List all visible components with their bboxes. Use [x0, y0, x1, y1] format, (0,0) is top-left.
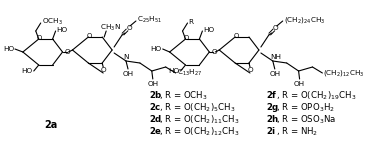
Text: 2b: 2b	[150, 92, 162, 101]
Text: OCH$_3$: OCH$_3$	[42, 17, 63, 27]
Text: OH: OH	[122, 71, 133, 77]
Text: O: O	[37, 35, 42, 41]
Text: , R = O(CH$_2$)$_5$CH$_3$: , R = O(CH$_2$)$_5$CH$_3$	[159, 102, 235, 114]
Text: C$_{25}$H$_{51}$: C$_{25}$H$_{51}$	[137, 15, 162, 25]
Text: O: O	[87, 33, 92, 39]
Text: 2a: 2a	[44, 120, 57, 130]
Text: 2g: 2g	[267, 104, 279, 113]
Text: 2f: 2f	[267, 92, 277, 101]
Text: O: O	[247, 67, 253, 73]
Text: HO: HO	[3, 46, 14, 52]
Text: HO: HO	[57, 27, 68, 33]
Text: HO: HO	[203, 27, 214, 33]
Text: O: O	[65, 49, 70, 55]
Text: , R = OCH$_3$: , R = OCH$_3$	[159, 90, 208, 102]
Text: HO: HO	[150, 46, 162, 52]
Text: O: O	[184, 35, 189, 41]
Text: O: O	[101, 67, 106, 73]
Text: (CH$_2$)$_{12}$CH$_3$: (CH$_2$)$_{12}$CH$_3$	[324, 68, 365, 78]
Text: OH: OH	[269, 71, 280, 77]
Text: , R = O(CH$_2$)$_{19}$CH$_3$: , R = O(CH$_2$)$_{19}$CH$_3$	[276, 90, 356, 102]
Text: , R = O(CH$_2$)$_{12}$CH$_3$: , R = O(CH$_2$)$_{12}$CH$_3$	[159, 126, 239, 138]
Text: O: O	[273, 25, 279, 31]
Text: (CH$_2$)$_{24}$CH$_3$: (CH$_2$)$_{24}$CH$_3$	[284, 15, 325, 25]
Text: O: O	[126, 25, 132, 31]
Text: 2h: 2h	[267, 116, 279, 125]
Text: , R = O(CH$_2$)$_{11}$CH$_3$: , R = O(CH$_2$)$_{11}$CH$_3$	[159, 114, 239, 126]
Text: HO: HO	[169, 68, 180, 74]
Text: HO: HO	[22, 68, 33, 74]
Text: CH$_3$N: CH$_3$N	[100, 23, 121, 33]
Text: OH: OH	[147, 81, 158, 87]
Text: OH: OH	[294, 81, 305, 87]
Text: , R = NH$_2$: , R = NH$_2$	[276, 126, 318, 138]
Text: N: N	[123, 54, 129, 60]
Text: 2i: 2i	[267, 128, 276, 137]
Text: , R = OSO$_3$Na: , R = OSO$_3$Na	[276, 114, 336, 126]
Text: O: O	[211, 49, 217, 55]
Text: 2e: 2e	[150, 128, 162, 137]
Text: , R = OPO$_3$H$_2$: , R = OPO$_3$H$_2$	[276, 102, 335, 114]
Text: O: O	[234, 33, 239, 39]
Text: 2c: 2c	[150, 104, 161, 113]
Text: 2d: 2d	[150, 116, 162, 125]
Text: C$_{13}$H$_{27}$: C$_{13}$H$_{27}$	[177, 68, 202, 78]
Text: R: R	[189, 19, 194, 25]
Text: NH: NH	[270, 54, 281, 60]
